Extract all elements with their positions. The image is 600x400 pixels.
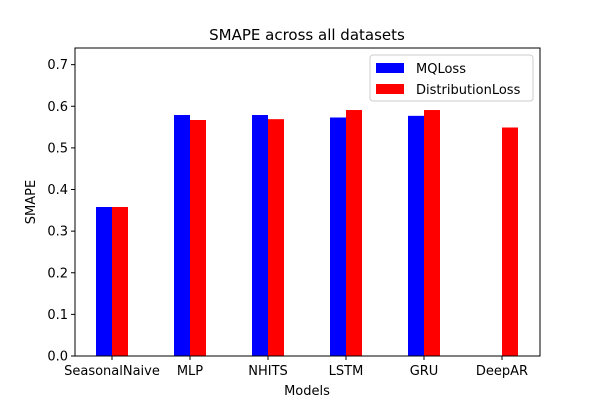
y-tick-label: 0.4 — [47, 183, 68, 198]
y-tick-label: 0.5 — [47, 141, 68, 156]
bar-distributionloss-seasonalnaive — [112, 206, 128, 356]
bar-mqloss-seasonalnaive — [96, 206, 112, 356]
legend-label-distributionloss: DistributionLoss — [416, 83, 521, 98]
bar-mqloss-nhits — [252, 115, 268, 357]
x-tick-label: MLP — [177, 364, 203, 379]
bar-mqloss-lstm — [330, 117, 346, 356]
legend: MQLoss DistributionLoss — [369, 54, 534, 102]
x-tick-label: NHITS — [248, 364, 288, 379]
x-tick-label: GRU — [410, 364, 439, 379]
bar-distributionloss-gru — [424, 110, 440, 357]
y-tick-label: 0.1 — [47, 308, 68, 323]
x-tick-label: SeasonalNaive — [64, 364, 160, 379]
chart-title: SMAPE across all datasets — [209, 26, 405, 44]
bar-distributionloss-nhits — [268, 119, 284, 356]
legend-label-mqloss: MQLoss — [416, 62, 466, 77]
x-tick-label: DeepAR — [476, 364, 528, 379]
y-axis-label: SMAPE — [24, 180, 39, 224]
y-axis: 0.0 0.1 0.2 0.3 0.4 0.5 0.6 0.7 — [47, 58, 75, 365]
x-axis: SeasonalNaive MLP NHITS LSTM GRU DeepAR — [64, 356, 528, 379]
bar-distributionloss-deepar — [502, 127, 518, 356]
y-tick-label: 0.3 — [47, 225, 68, 240]
bar-distributionloss-mlp — [190, 120, 206, 356]
bar-distributionloss-lstm — [346, 110, 362, 357]
legend-box — [369, 54, 534, 102]
y-tick-label: 0.0 — [47, 350, 68, 365]
bar-mqloss-mlp — [174, 115, 190, 357]
plot-frame — [74, 47, 541, 357]
legend-swatch-distributionloss — [376, 84, 404, 94]
x-tick-label: LSTM — [329, 364, 364, 379]
x-axis-label: Models — [284, 384, 330, 399]
y-tick-label: 0.7 — [47, 58, 68, 73]
bars-group — [96, 110, 518, 357]
y-tick-label: 0.2 — [47, 266, 68, 281]
bar-mqloss-gru — [408, 115, 424, 356]
legend-swatch-mqloss — [376, 63, 404, 73]
y-tick-label: 0.6 — [47, 100, 68, 115]
